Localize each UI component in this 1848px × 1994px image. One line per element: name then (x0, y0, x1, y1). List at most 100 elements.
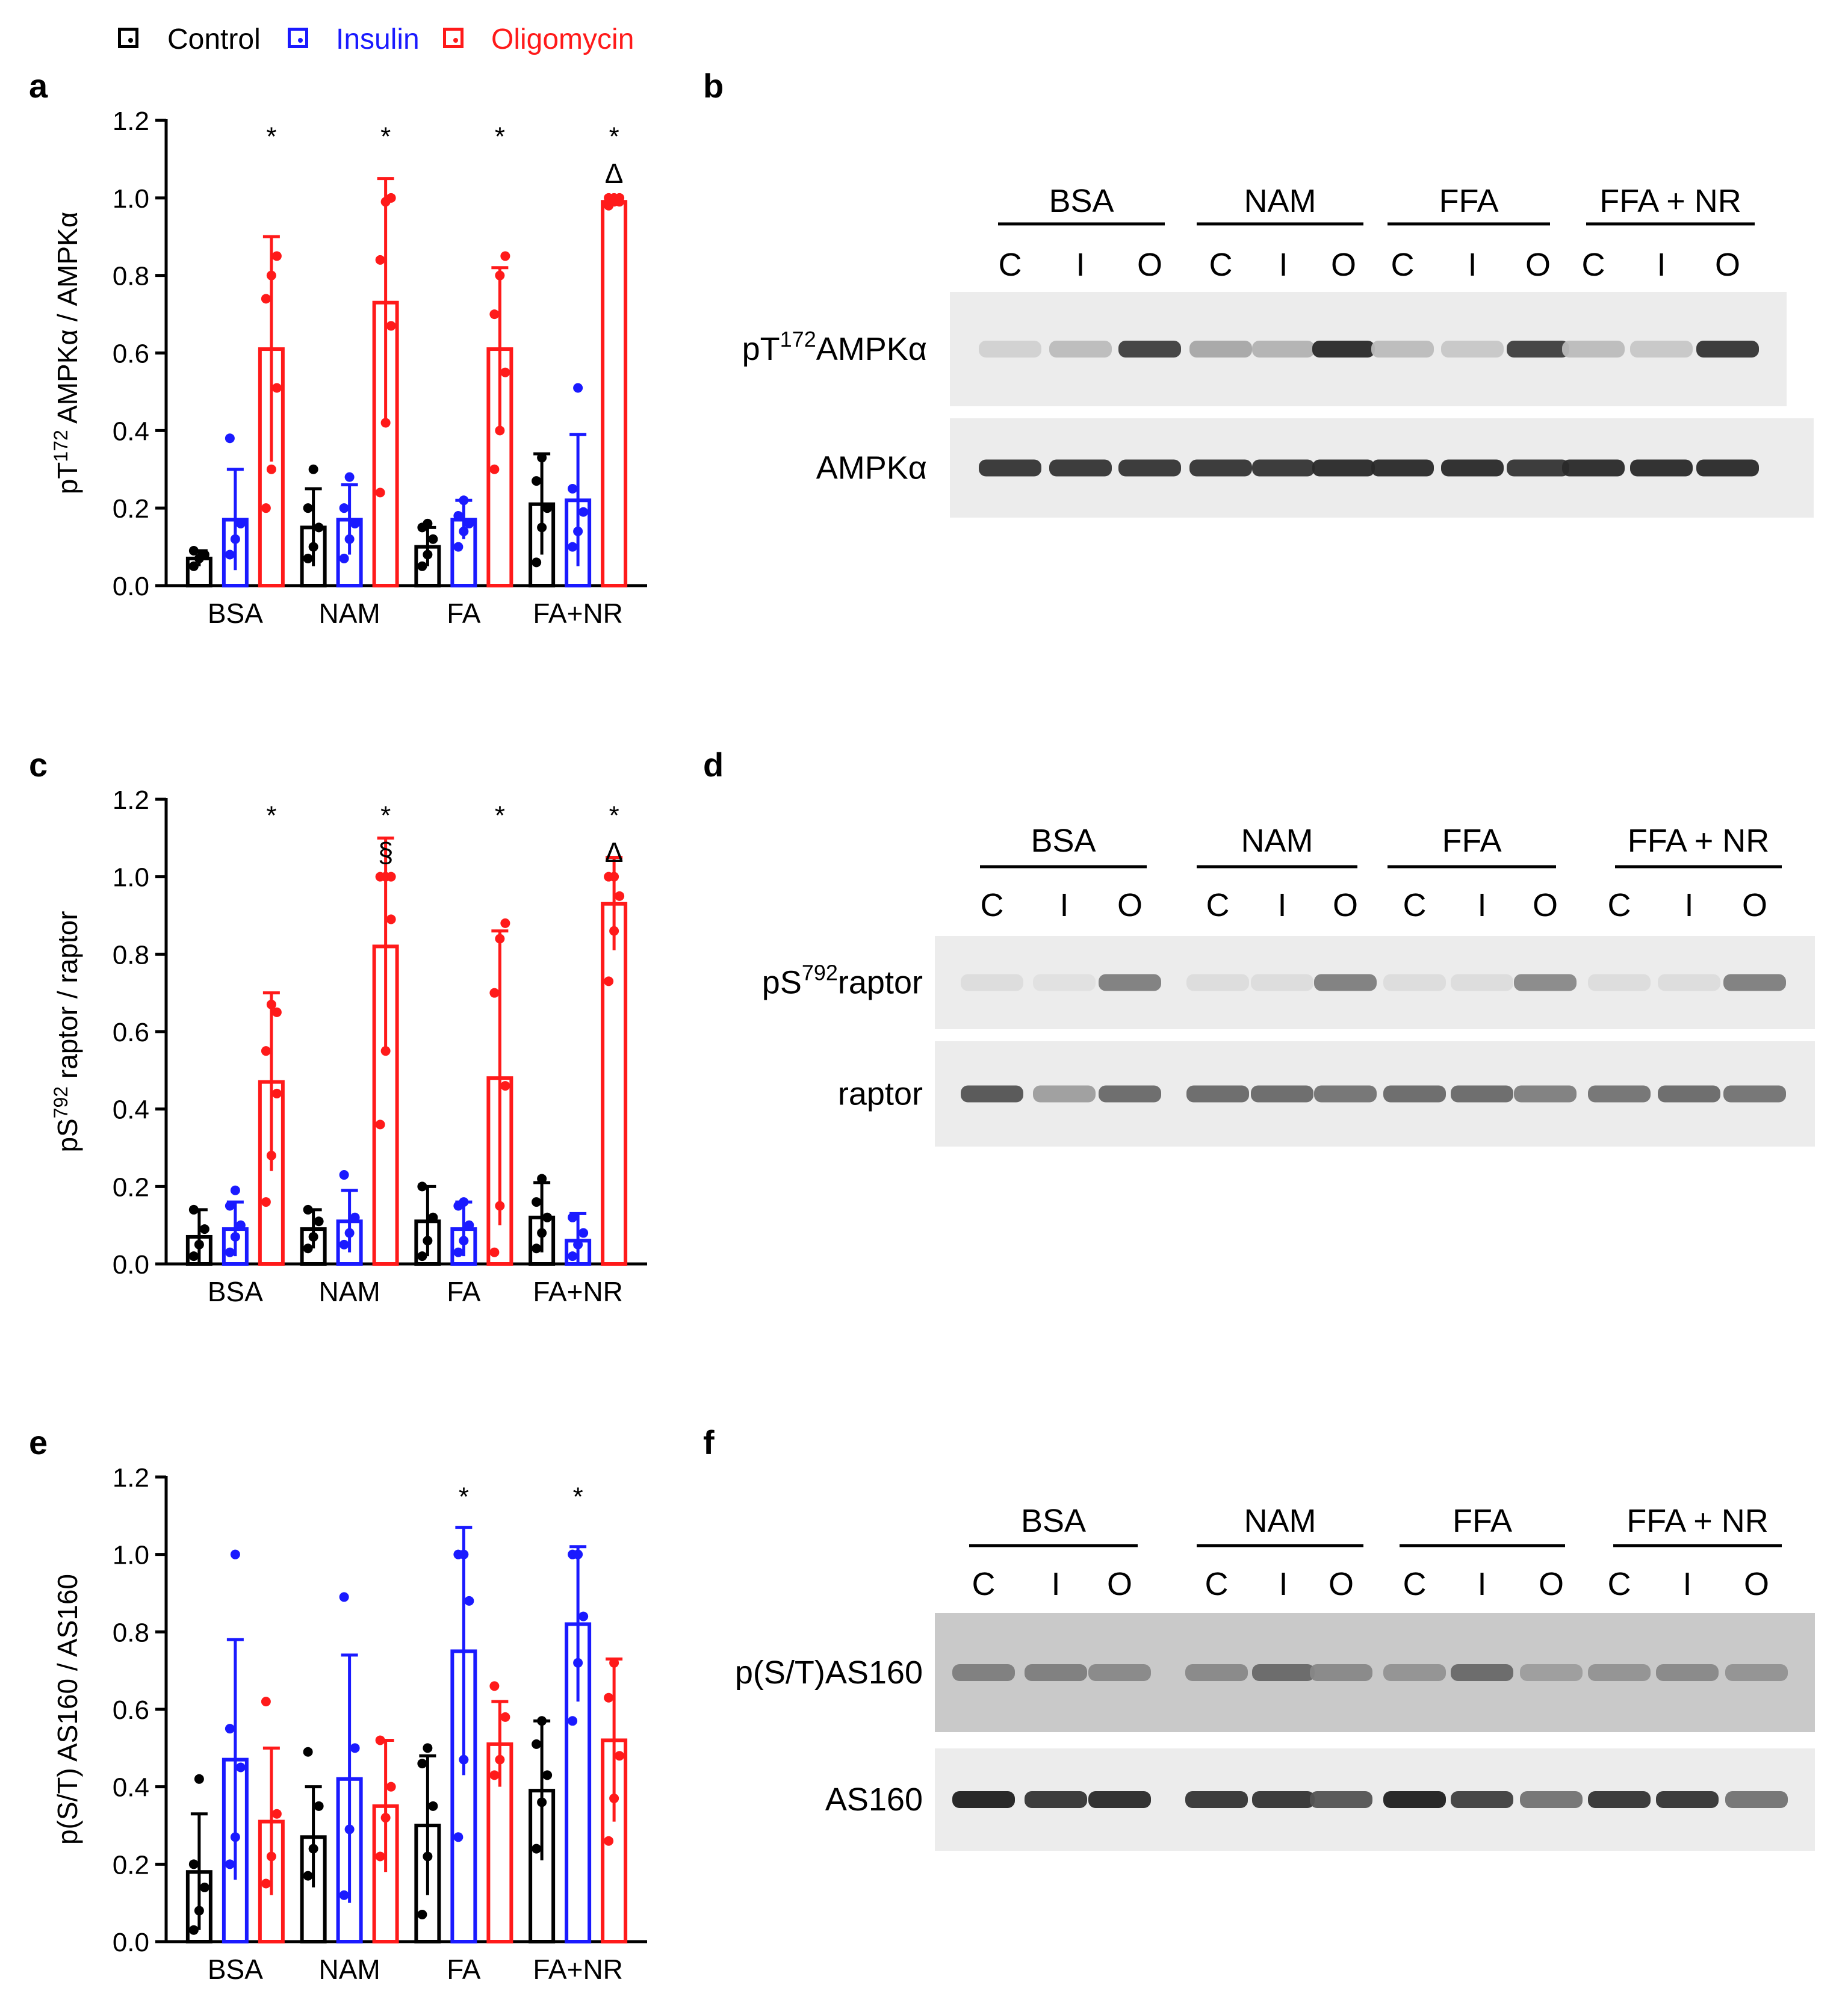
blot-band (1630, 341, 1693, 358)
data-point (532, 557, 542, 568)
data-point (375, 488, 385, 498)
data-point (386, 321, 396, 331)
y-tick-label: 0.6 (113, 339, 149, 369)
y-tick-label: 0.4 (113, 1095, 149, 1125)
significance-mark: * (380, 800, 391, 830)
blot-lane-label: O (1715, 247, 1740, 283)
blot-group-label: FFA (1442, 823, 1501, 859)
significance-mark: * (495, 800, 505, 830)
blot-band (1049, 459, 1112, 477)
y-tick-label: 0.4 (113, 1773, 149, 1803)
blot-band (1630, 459, 1693, 477)
data-point (532, 1844, 542, 1854)
x-category-label: BSA (208, 1276, 263, 1307)
significance-mark: § (378, 837, 394, 868)
data-point (339, 503, 349, 513)
data-point (532, 476, 542, 486)
blot-panel-b: BSA NAM FFA FFA + NRC I O C I O C I O C I OpT172AMPKαA… (742, 183, 1814, 518)
data-point (537, 1716, 547, 1726)
blot-lane-label: I (1279, 247, 1288, 283)
data-point (261, 1878, 271, 1889)
legend-label-insulin: Insulin (336, 23, 420, 55)
blot-band (1658, 974, 1720, 991)
data-point (423, 1743, 433, 1753)
blot-group-label: NAM (1244, 1503, 1316, 1539)
data-point (225, 1247, 235, 1257)
data-point (500, 251, 510, 261)
chart-panel-e: 0.0 0.2 0.4 0.6 0.8 1.0 1.2 p(S/T) AS160 / AS16… (52, 1463, 647, 1985)
blot-band (1314, 974, 1377, 991)
blot-group-label: FFA (1439, 183, 1498, 219)
blot-lane-label: O (1539, 1566, 1564, 1602)
blot-band (1451, 1085, 1513, 1103)
blot-lane-label: O (1333, 887, 1358, 923)
data-point (459, 1754, 469, 1765)
data-point (199, 1882, 209, 1892)
blot-lane-label: O (1331, 247, 1356, 283)
chart-panel-c: 0.0 0.2 0.4 0.6 0.8 1.0 1.2 pS792 raptor / rapt… (50, 785, 647, 1307)
blot-band (1507, 341, 1569, 358)
blot-row-label: pT172AMPKα (742, 327, 927, 367)
data-point (489, 1681, 500, 1691)
data-point (344, 534, 355, 544)
blot-band (1033, 1085, 1096, 1103)
significance-mark: * (380, 122, 391, 151)
data-point (194, 1239, 204, 1249)
data-point (604, 1692, 614, 1703)
y-tick-label: 1.2 (113, 785, 149, 815)
data-point (308, 542, 318, 552)
blot-band (1118, 459, 1181, 477)
data-point (303, 553, 313, 563)
data-point (271, 251, 282, 261)
data-point (573, 1239, 583, 1249)
blot-lane-label: O (1329, 1566, 1354, 1602)
blot-band (979, 459, 1041, 477)
panel-letter-a: a (29, 67, 48, 105)
bar (601, 200, 628, 587)
data-point (303, 503, 313, 513)
bar (601, 902, 628, 1266)
data-point (495, 1201, 505, 1211)
blot-row-label: p(S/T)AS160 (735, 1655, 923, 1691)
data-point (386, 872, 396, 882)
data-point (230, 534, 240, 544)
data-point (604, 1836, 614, 1846)
data-point (423, 518, 433, 528)
blot-band (1520, 1664, 1583, 1681)
y-tick-label: 1.0 (113, 863, 149, 893)
blot-band (1725, 1664, 1788, 1681)
blot-band (1189, 341, 1252, 358)
data-point (428, 1212, 438, 1222)
x-category-label: NAM (319, 1954, 380, 1985)
data-point (423, 1851, 433, 1862)
blot-band (1656, 1664, 1719, 1681)
data-point (314, 1801, 324, 1811)
y-axis-label: pT172 AMPKα / AMPKα (50, 212, 83, 495)
blot-lane-label: O (1533, 887, 1558, 923)
y-tick-label: 0.6 (113, 1695, 149, 1725)
data-point (261, 1046, 271, 1056)
data-point (225, 1724, 235, 1734)
data-point (453, 542, 464, 552)
data-point (495, 934, 505, 944)
blot-group-label: FFA + NR (1599, 183, 1741, 219)
data-point (199, 1224, 209, 1234)
blot-band (952, 1664, 1015, 1681)
data-point (578, 1611, 589, 1621)
blot-band (1451, 974, 1513, 991)
data-point (261, 1697, 271, 1707)
data-point (350, 1743, 360, 1753)
blot-group-label: FFA + NR (1626, 1503, 1769, 1539)
blot-row-label: raptor (838, 1076, 923, 1112)
blot-lane-label: O (1742, 887, 1767, 923)
y-tick-label: 1.2 (113, 107, 149, 136)
significance-mark: * (573, 1482, 583, 1512)
data-point (537, 1228, 547, 1238)
data-point (489, 464, 500, 474)
data-point (500, 1081, 510, 1091)
blot-band (1725, 1791, 1788, 1808)
data-point (568, 1716, 578, 1726)
blot-band (1562, 459, 1625, 477)
data-point (380, 1813, 391, 1823)
